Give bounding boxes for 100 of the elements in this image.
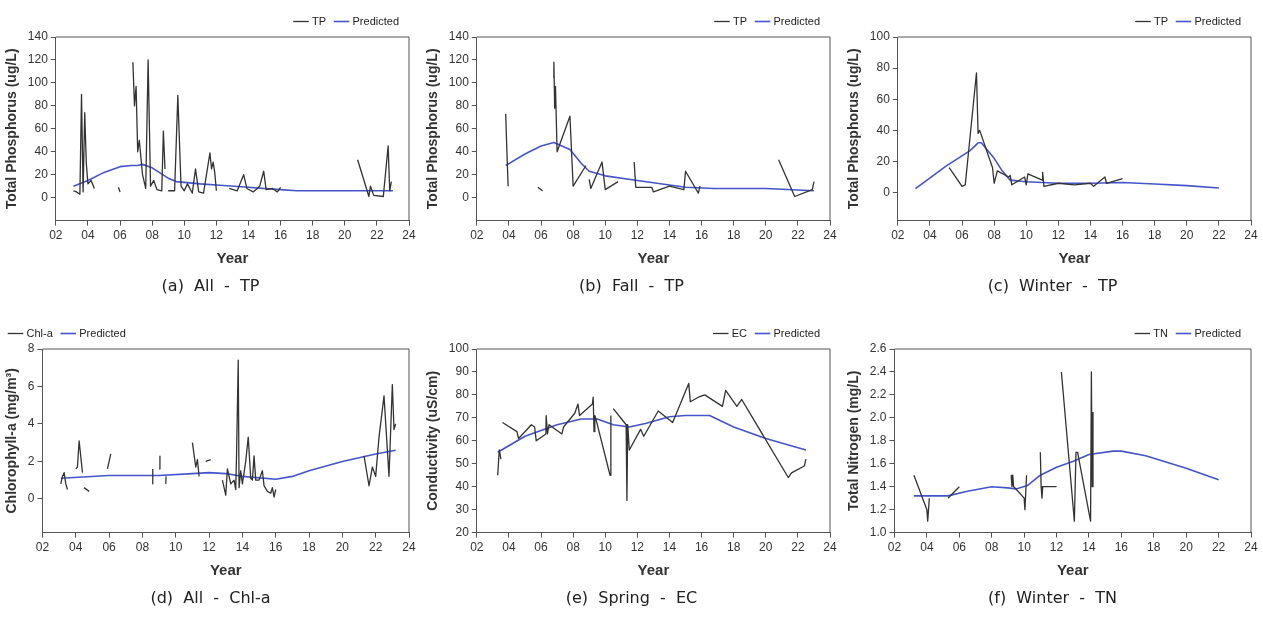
x-tick-label: 20 [759,228,773,243]
y-axis-title: Total Phosphorus (ug/L) [424,48,441,210]
x-tick-label: 10 [598,228,613,243]
y-tick-label: 20 [455,167,470,182]
y-tick-label: 60 [455,433,470,448]
x-tick-label: 08 [566,228,581,243]
x-tick-label: 16 [1115,228,1130,243]
y-tick-label: 60 [876,91,891,106]
x-axis-title: Year [1056,561,1089,579]
x-tick-label: 16 [269,540,283,555]
x-tick-label: 24 [402,228,416,243]
y-tick-label: 1.6 [869,456,887,471]
y-tick-label: 2.0 [869,410,887,425]
y-tick-label: 100 [448,75,470,90]
x-tick-label: 12 [630,540,645,555]
x-tick-label: 12 [202,540,217,555]
y-tick-label: 100 [448,341,470,356]
legend-label: TP [1153,14,1169,27]
legend-label: EC [731,326,748,339]
y-tick-label: 1.4 [869,479,887,494]
x-tick-label: 04 [502,540,516,555]
x-tick-label: 20 [1179,540,1194,555]
x-tick-label: 18 [302,540,317,555]
x-tick-label: 22 [1211,540,1226,555]
x-tick-label: 02 [49,228,63,243]
y-tick-label: 120 [448,52,470,67]
y-tick-label: 80 [876,60,891,75]
y-tick-label: 40 [455,144,470,159]
x-tick-label: 04 [920,540,934,555]
y-axis-title: Total Phosphorus (ug/L) [3,48,20,210]
x-tick-label: 16 [694,228,709,243]
x-tick-label: 22 [791,540,805,555]
x-tick-label: 16 [694,540,709,555]
legend-label: Predicted [79,326,126,339]
y-tick-label: 2 [27,453,35,468]
x-tick-label: 24 [823,540,837,555]
x-tick-label: 20 [759,540,773,555]
y-tick-label: 140 [448,29,470,44]
legend-label: TP [311,14,327,27]
text: (d) All - Chl-a [149,588,272,607]
x-tick-label: 10 [177,228,192,243]
x-axis-title: Year [1058,249,1091,267]
x-tick-label: 04 [923,228,937,243]
x-axis-title: Year [637,561,670,579]
x-tick-label: 12 [1049,540,1064,555]
y-tick-label: 120 [27,52,49,67]
y-tick-label: 90 [455,364,470,379]
y-tick-label: 100 [869,29,891,44]
y-tick-label: 20 [34,167,49,182]
y-tick-label: 60 [455,121,470,136]
x-tick-label: 06 [534,228,549,243]
y-tick-label: 2.6 [869,341,887,356]
x-tick-label: 06 [534,540,549,555]
x-tick-label: 10 [169,540,183,555]
legend-label: Predicted [352,14,400,27]
x-tick-label: 18 [1147,540,1161,555]
y-tick-label: 0 [41,189,49,204]
y-axis-title: Conductivity (uS/cm) [424,370,441,511]
y-tick-label: 80 [34,98,49,113]
x-tick-label: 02 [35,540,50,555]
y-tick-label: 20 [455,524,470,539]
x-tick-label: 12 [209,228,224,243]
x-tick-label: 24 [402,540,416,555]
y-tick-label: 30 [455,501,470,516]
y-tick-label: 40 [34,144,49,159]
x-tick-label: 14 [241,228,256,243]
text: (b) Fall - TP [578,276,685,295]
x-tick-label: 06 [113,228,128,243]
x-tick-label: 24 [823,228,837,243]
x-tick-label: 24 [1244,540,1258,555]
x-tick-label: 08 [566,540,581,555]
y-tick-label: 50 [455,456,470,471]
x-tick-label: 14 [235,540,250,555]
text: (a) All - TP [160,276,261,295]
x-tick-label: 12 [630,228,645,243]
x-tick-label: 08 [987,228,1002,243]
y-axis-title: Total Nitrogen (mg/L) [845,370,862,512]
y-axis-title: Chlorophyll-a (mg/m³) [3,368,20,514]
x-axis-title: Year [637,249,670,267]
x-tick-label: 04 [69,540,83,555]
y-tick-label: 60 [34,121,49,136]
x-tick-label: 22 [791,228,805,243]
x-tick-label: 08 [135,540,150,555]
y-tick-label: 1.0 [869,524,887,539]
x-tick-label: 08 [145,228,160,243]
text: (e) Spring - EC [564,588,699,607]
x-tick-label: 10 [1017,540,1032,555]
x-tick-label: 04 [81,228,95,243]
x-tick-label: 14 [1083,228,1098,243]
x-tick-label: 16 [1114,540,1129,555]
x-tick-label: 22 [369,540,383,555]
x-tick-label: 06 [102,540,117,555]
x-tick-label: 18 [727,228,741,243]
y-tick-label: 2.4 [869,364,887,379]
x-tick-label: 18 [1148,228,1162,243]
x-tick-label: 22 [1212,228,1226,243]
y-axis-title: Total Phosphorus (ug/L) [845,48,862,210]
y-tick-label: 0 [883,184,891,199]
y-tick-label: 6 [27,378,35,393]
y-tick-label: 40 [876,122,891,137]
